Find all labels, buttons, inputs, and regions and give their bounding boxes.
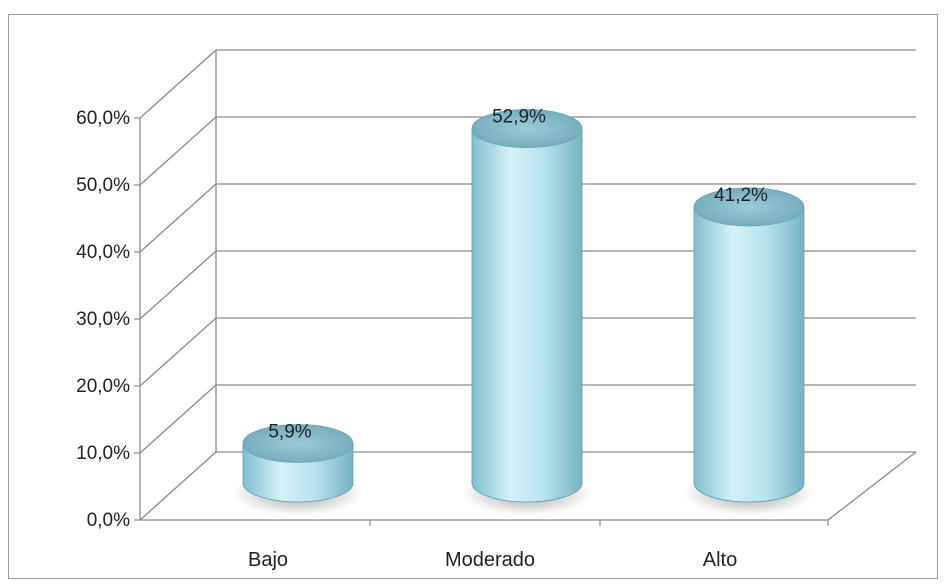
y-axis-tick-labels: 0,0% 10,0% 20,0% 30,0% 40,0% 50,0% 60,0% — [76, 108, 130, 531]
data-labels: 5,9% 52,9% 41,2% — [268, 107, 768, 443]
bar-top — [242, 424, 354, 463]
gridline-diagonal — [139, 384, 217, 454]
data-label: 5,9% — [268, 421, 311, 442]
bar-body — [693, 206, 805, 503]
category-label: Bajo — [248, 549, 288, 571]
bar — [684, 187, 814, 516]
gridline-diagonal — [139, 317, 217, 387]
gridline-diagonal — [139, 250, 217, 320]
gridline-diagonal — [139, 451, 217, 521]
category-label: Alto — [703, 549, 737, 571]
gridline-diagonal — [139, 183, 217, 253]
bars — [233, 109, 814, 516]
bar-top — [693, 187, 805, 227]
data-label: 52,9% — [492, 107, 546, 128]
bar-top — [471, 109, 583, 148]
data-label: 41,2% — [714, 185, 768, 206]
bar — [233, 424, 363, 516]
gridline-diagonal — [139, 49, 217, 119]
y-tick-label: 10,0% — [76, 443, 130, 464]
y-tick-label: 30,0% — [76, 309, 130, 330]
x-axis-category-labels: Bajo Moderado Alto — [248, 549, 737, 571]
y-tick-label: 0,0% — [87, 510, 130, 531]
bar-body — [471, 128, 583, 503]
category-label: Moderado — [445, 549, 535, 571]
y-tick-label: 50,0% — [76, 175, 130, 196]
y-tick-label: 60,0% — [76, 108, 130, 129]
y-tick-label: 20,0% — [76, 376, 130, 397]
floor-right-edge — [827, 451, 917, 521]
bar — [462, 109, 592, 516]
y-tick-label: 40,0% — [76, 242, 130, 263]
gridline-diagonal — [139, 116, 217, 186]
